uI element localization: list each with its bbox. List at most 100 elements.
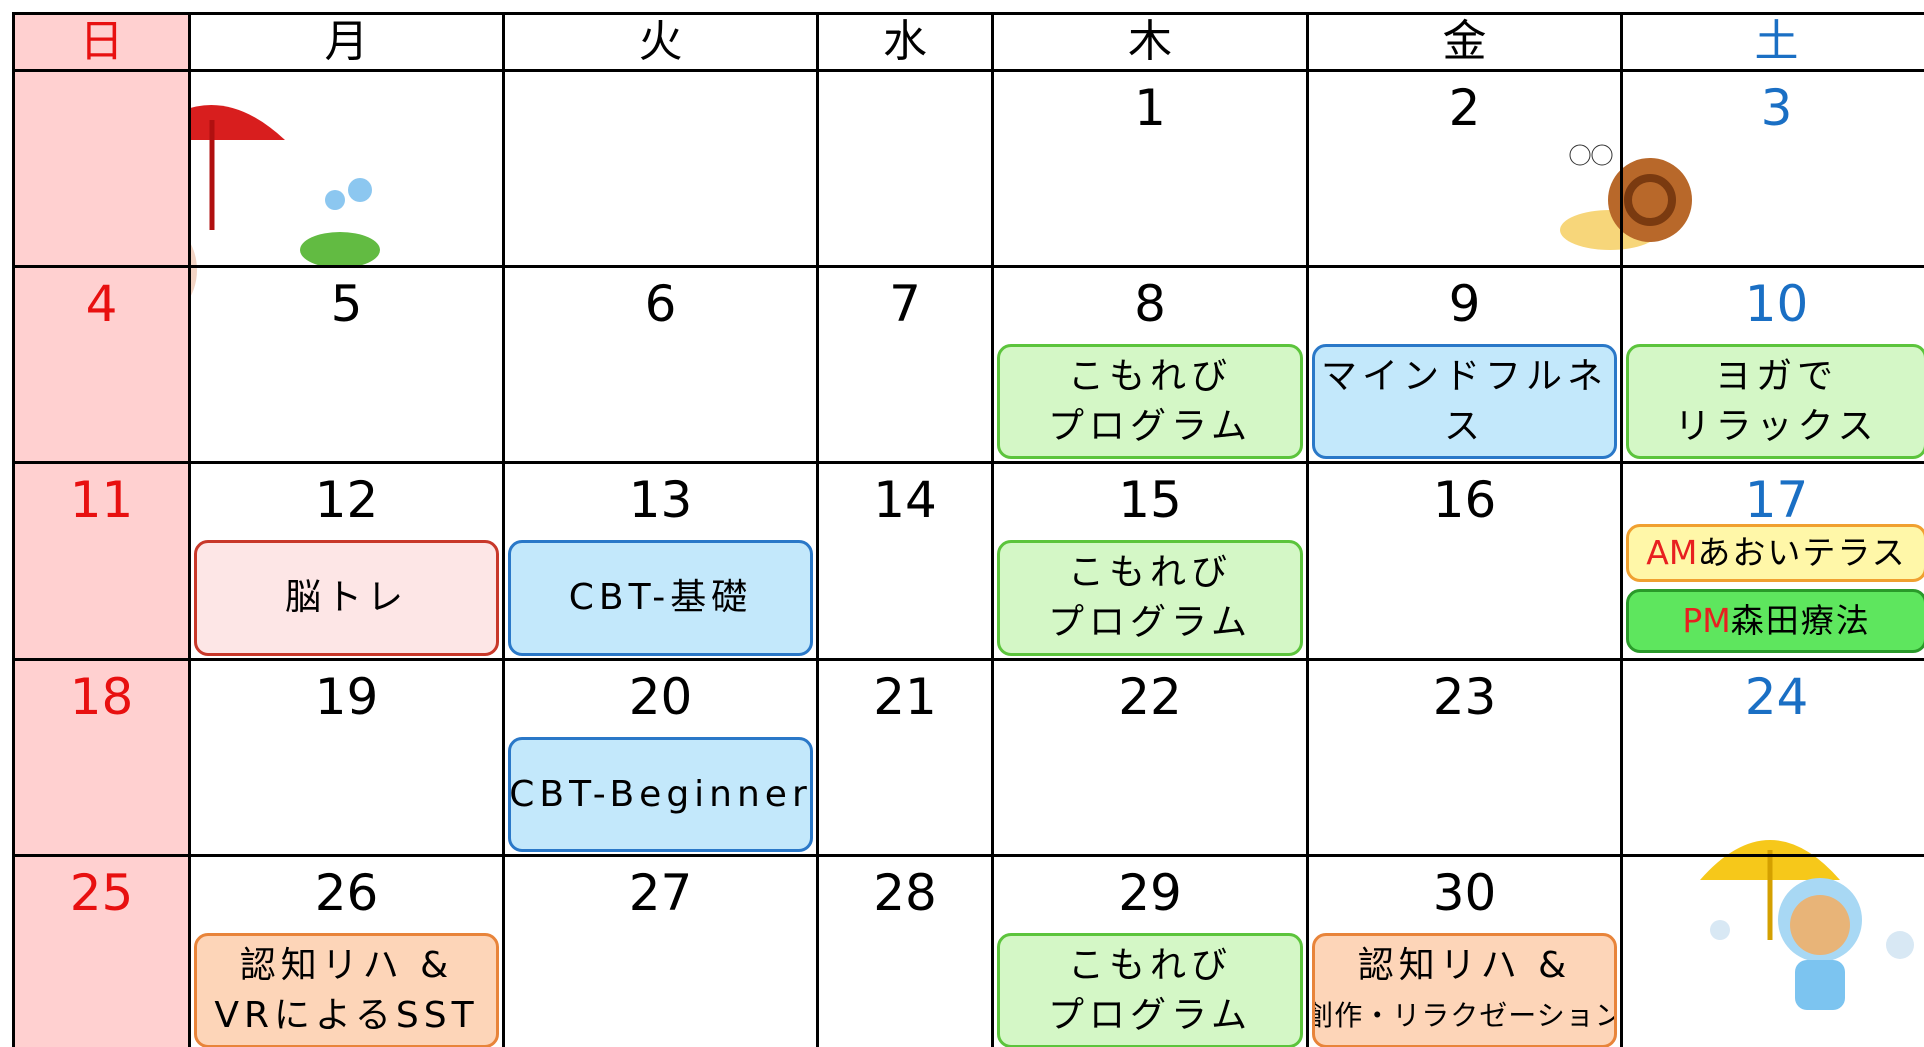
- event-text: VRによるSST: [214, 994, 479, 1036]
- day-number: 6: [644, 275, 677, 333]
- day-cell: 16: [1306, 461, 1620, 658]
- day-cell: [816, 69, 991, 265]
- event-time-tag: AM: [1646, 533, 1698, 572]
- event-text: リラックス: [1674, 405, 1879, 447]
- day-cell: 12 脳トレ: [188, 461, 502, 658]
- event-box: ヨガで リラックス: [1626, 344, 1924, 459]
- day-number: 13: [628, 471, 693, 529]
- day-number: 20: [628, 668, 693, 726]
- event-box: CBT-Beginner: [508, 737, 813, 852]
- day-number: 2: [1448, 79, 1481, 137]
- day-number: 24: [1744, 668, 1809, 726]
- event-box: 認知リハ & VRによるSST: [194, 933, 499, 1047]
- day-cell: 1: [991, 69, 1306, 265]
- day-cell: 4: [12, 265, 188, 461]
- day-number: 15: [1118, 471, 1182, 529]
- day-number: 30: [1432, 864, 1497, 922]
- event-text: ス: [1443, 405, 1485, 447]
- event-text: 脳トレ: [284, 577, 408, 618]
- event-text: ヨガで: [1714, 355, 1838, 397]
- day-cell: [188, 69, 502, 265]
- day-number: 9: [1448, 275, 1481, 333]
- event-text: 認知リハ &: [239, 944, 454, 986]
- day-cell: 7: [816, 265, 991, 461]
- event-box: 脳トレ: [194, 540, 499, 656]
- day-cell: 19: [188, 658, 502, 854]
- event-text: プログラム: [1048, 602, 1252, 643]
- event-box: こもれび プログラム: [997, 933, 1303, 1047]
- weekday-header: 木: [991, 12, 1306, 69]
- day-number: 1: [1134, 79, 1166, 137]
- event-text: あおいテラス: [1697, 533, 1907, 572]
- event-box: AM あおいテラス: [1626, 524, 1924, 582]
- weekday-header: 日: [12, 12, 188, 69]
- event-text: 森田療法: [1730, 601, 1871, 640]
- day-number: 19: [314, 668, 379, 726]
- day-cell: 10 ヨガでリラックス: [1620, 265, 1924, 461]
- day-cell: 2: [1306, 69, 1620, 265]
- day-number: 3: [1760, 79, 1793, 137]
- day-cell: 9 マインドフルネス: [1306, 265, 1620, 461]
- day-number: 7: [889, 275, 921, 333]
- day-number: 10: [1744, 275, 1809, 333]
- day-number: 28: [873, 864, 937, 922]
- day-cell: 13 CBT-基礎: [502, 461, 816, 658]
- weekday-header: 水: [816, 12, 991, 69]
- event-time-tag: PM: [1682, 601, 1731, 640]
- day-cell: 14: [816, 461, 991, 658]
- day-cell: 26 認知リハ & VRによるSST: [188, 854, 502, 1047]
- day-cell: 25: [12, 854, 188, 1047]
- day-number: 12: [314, 471, 379, 529]
- day-cell: 18: [12, 658, 188, 854]
- day-number: 29: [1118, 864, 1182, 922]
- day-cell: [1620, 854, 1924, 1047]
- day-cell: 23: [1306, 658, 1620, 854]
- day-cell: 22: [991, 658, 1306, 854]
- event-box: PM 森田療法: [1626, 589, 1924, 653]
- day-number: 21: [873, 668, 937, 726]
- weekday-header: 月: [188, 12, 502, 69]
- event-text: CBT-基礎: [568, 577, 753, 618]
- day-number: 25: [69, 864, 134, 922]
- day-number: 8: [1134, 275, 1166, 333]
- event-text: プログラム: [1048, 405, 1252, 447]
- event-text: こもれび: [1067, 355, 1232, 397]
- day-cell: 6: [502, 265, 816, 461]
- event-text: プログラム: [1048, 994, 1252, 1036]
- event-box: 認知リハ & 創作・リラクゼーション: [1312, 933, 1617, 1047]
- day-number: 11: [69, 471, 134, 529]
- day-number: 14: [873, 471, 937, 529]
- weekday-header: 火: [502, 12, 816, 69]
- day-number: 18: [69, 668, 134, 726]
- day-cell: 21: [816, 658, 991, 854]
- day-number: 23: [1432, 668, 1497, 726]
- event-text: 創作・リラクゼーション: [1312, 998, 1617, 1032]
- day-number: 22: [1118, 668, 1182, 726]
- day-number: 26: [314, 864, 379, 922]
- day-cell: 5: [188, 265, 502, 461]
- event-text: こもれび: [1067, 944, 1232, 986]
- day-cell: 30 認知リハ & 創作・リラクゼーション: [1306, 854, 1620, 1047]
- weekday-header: 金: [1306, 12, 1620, 69]
- day-cell: 27: [502, 854, 816, 1047]
- day-cell: 29 こもれびプログラム: [991, 854, 1306, 1047]
- event-box: CBT-基礎: [508, 540, 813, 656]
- day-cell: 11: [12, 461, 188, 658]
- event-text: CBT-Beginner: [509, 773, 812, 815]
- day-cell: [502, 69, 816, 265]
- day-cell: 28: [816, 854, 991, 1047]
- day-number: 27: [628, 864, 693, 922]
- event-text: 認知リハ &: [1357, 944, 1572, 986]
- weekday-header: 土: [1620, 12, 1924, 69]
- day-cell: 24: [1620, 658, 1924, 854]
- day-number: 17: [1744, 471, 1809, 529]
- event-box: こもれび プログラム: [997, 344, 1303, 459]
- day-number: 5: [330, 275, 363, 333]
- event-box: マインドフルネス: [1312, 344, 1617, 459]
- event-text: こもれび: [1067, 552, 1232, 593]
- event-text: マインドフルネ: [1320, 355, 1608, 397]
- day-cell: 15 こもれびプログラム: [991, 461, 1306, 658]
- day-number: 4: [85, 275, 118, 333]
- day-cell: 20 CBT-Beginner: [502, 658, 816, 854]
